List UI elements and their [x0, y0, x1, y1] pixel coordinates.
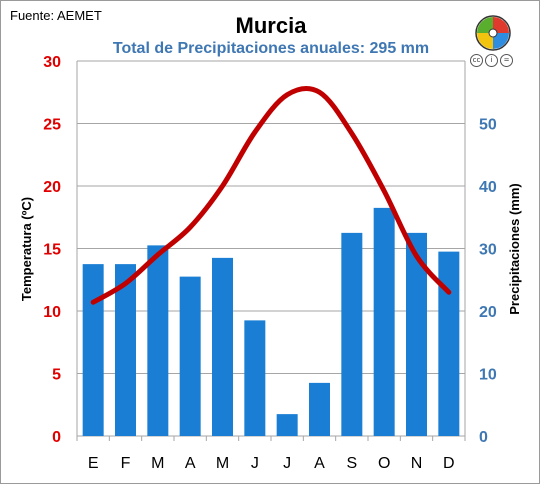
x-tick-label: E	[88, 455, 99, 472]
x-tick-label: A	[314, 455, 325, 472]
left-tick-label: 30	[43, 54, 61, 71]
x-tick-label: F	[121, 455, 131, 472]
x-tick-label: M	[151, 455, 164, 472]
x-tick-label: J	[283, 455, 291, 472]
x-tick-label: A	[185, 455, 196, 472]
precipitation-bar	[276, 414, 298, 436]
x-tick-label: D	[443, 455, 455, 472]
license-badges: cc i =	[470, 54, 513, 67]
precipitation-bar	[147, 245, 169, 436]
precipitation-bar	[244, 320, 266, 436]
x-tick-label: O	[378, 455, 390, 472]
left-tick-label: 5	[52, 367, 61, 384]
precipitation-bar	[212, 257, 233, 436]
chart-title: Murcia	[235, 13, 307, 38]
left-tick-label: 25	[43, 117, 61, 134]
four-color-puzzle-logo-icon	[475, 15, 511, 51]
nd-icon: =	[500, 54, 513, 67]
right-axis-title: Precipitaciones (mm)	[507, 183, 522, 315]
right-tick-label: 40	[479, 179, 497, 196]
precipitation-bar	[179, 276, 201, 436]
precipitation-bar	[115, 264, 136, 436]
precipitation-bar	[82, 264, 104, 436]
x-tick-label: S	[346, 455, 357, 472]
right-tick-label: 50	[479, 117, 497, 134]
x-tick-label: J	[251, 455, 259, 472]
temperature-line	[90, 85, 452, 305]
left-axis-title: Temperatura (ºC)	[19, 197, 34, 301]
precipitation-bar	[438, 251, 460, 436]
left-tick-label: 10	[43, 304, 61, 321]
x-tick-label: N	[411, 455, 423, 472]
right-tick-label: 20	[479, 304, 497, 321]
right-tick-label: 10	[479, 367, 497, 384]
precipitation-bar	[309, 382, 330, 436]
right-tick-label: 30	[479, 242, 497, 259]
source-label: Fuente: AEMET	[10, 8, 102, 23]
right-tick-label: 0	[479, 429, 488, 446]
cc-icon: cc	[470, 54, 483, 67]
left-tick-label: 15	[43, 242, 61, 259]
chart-subtitle: Total de Precipitaciones anuales: 295 mm	[112, 40, 430, 57]
x-tick-label: M	[216, 455, 229, 472]
precipitation-bar	[406, 232, 427, 436]
precipitation-bar	[373, 207, 395, 436]
precipitation-bar	[341, 232, 363, 436]
left-tick-label: 20	[43, 179, 61, 196]
left-tick-label: 0	[52, 429, 61, 446]
by-icon: i	[485, 54, 498, 67]
